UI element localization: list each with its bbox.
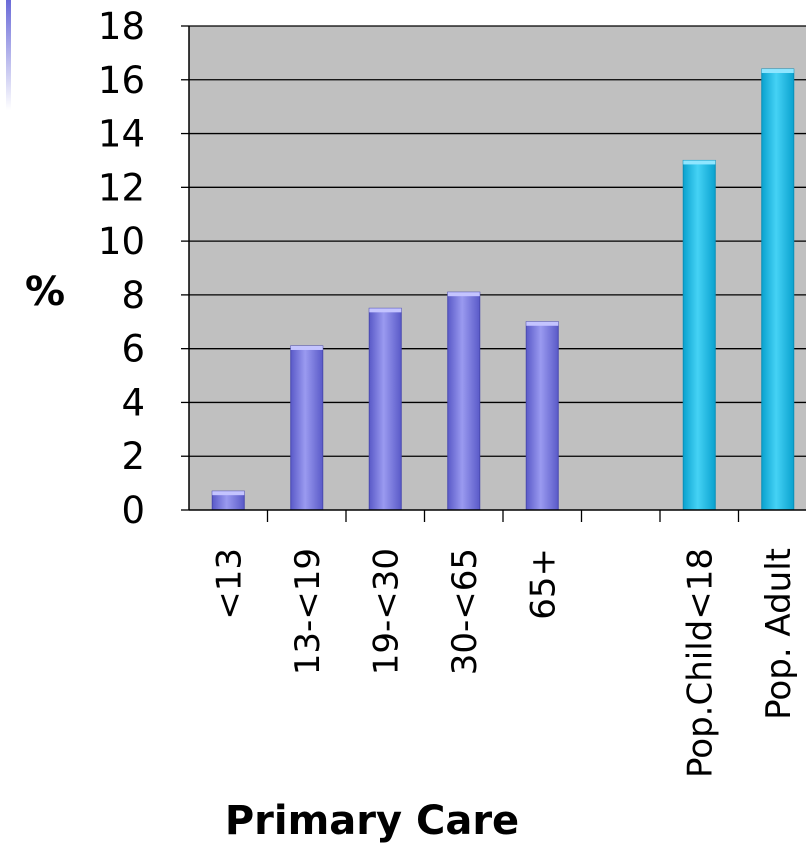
x-category-label: 65+ (523, 548, 563, 620)
bar-fill (761, 68, 795, 511)
slide-accent-bar (6, 0, 11, 110)
bar (290, 345, 324, 511)
bar-fill (447, 291, 481, 511)
bar (368, 307, 402, 511)
y-tick-label: 10 (98, 220, 145, 263)
bar-fill (682, 159, 716, 511)
bar-top (447, 292, 480, 297)
y-tick-label: 8 (121, 274, 145, 317)
bar-top (290, 345, 323, 350)
x-category-label: Pop.Child<18 (680, 548, 720, 778)
y-tick-label: 14 (98, 113, 145, 156)
x-tick-labels: <13 13-<19 19-<30 30-<65 65+ Pop.Child<18 Pop.… (209, 548, 799, 778)
bar-fill (368, 307, 402, 511)
y-tick-label: 2 (121, 435, 145, 478)
bar (761, 68, 795, 511)
bar (682, 159, 716, 511)
bar-top (683, 160, 716, 165)
y-tick-label: 6 (121, 328, 145, 371)
y-axis-title: % (25, 269, 65, 315)
bar (525, 321, 559, 511)
bar (447, 291, 481, 511)
y-tick-label: 4 (121, 381, 145, 424)
bar (211, 490, 245, 511)
y-tick-label: 0 (121, 489, 145, 532)
bar-fill (525, 321, 559, 511)
bars (211, 68, 795, 511)
x-category-label: <13 (209, 548, 249, 620)
bar-top (526, 321, 559, 326)
x-category-label: 13-<19 (288, 548, 328, 675)
y-tick-label: 12 (98, 166, 145, 209)
y-tick-label: 16 (98, 59, 145, 102)
x-category-label: 30-<65 (445, 548, 485, 675)
bar-top (212, 491, 245, 496)
x-category-label: 19-<30 (366, 548, 406, 675)
x-axis-title: Primary Care (225, 798, 519, 844)
y-tick-labels: 0 2 4 6 8 10 12 14 16 18 (98, 5, 145, 532)
axes (181, 25, 806, 522)
y-tick-label: 18 (98, 5, 145, 48)
bar-fill (290, 345, 324, 511)
bar-top (369, 308, 402, 313)
x-category-label: Pop. Adult (759, 548, 799, 720)
bar-top (761, 69, 794, 74)
